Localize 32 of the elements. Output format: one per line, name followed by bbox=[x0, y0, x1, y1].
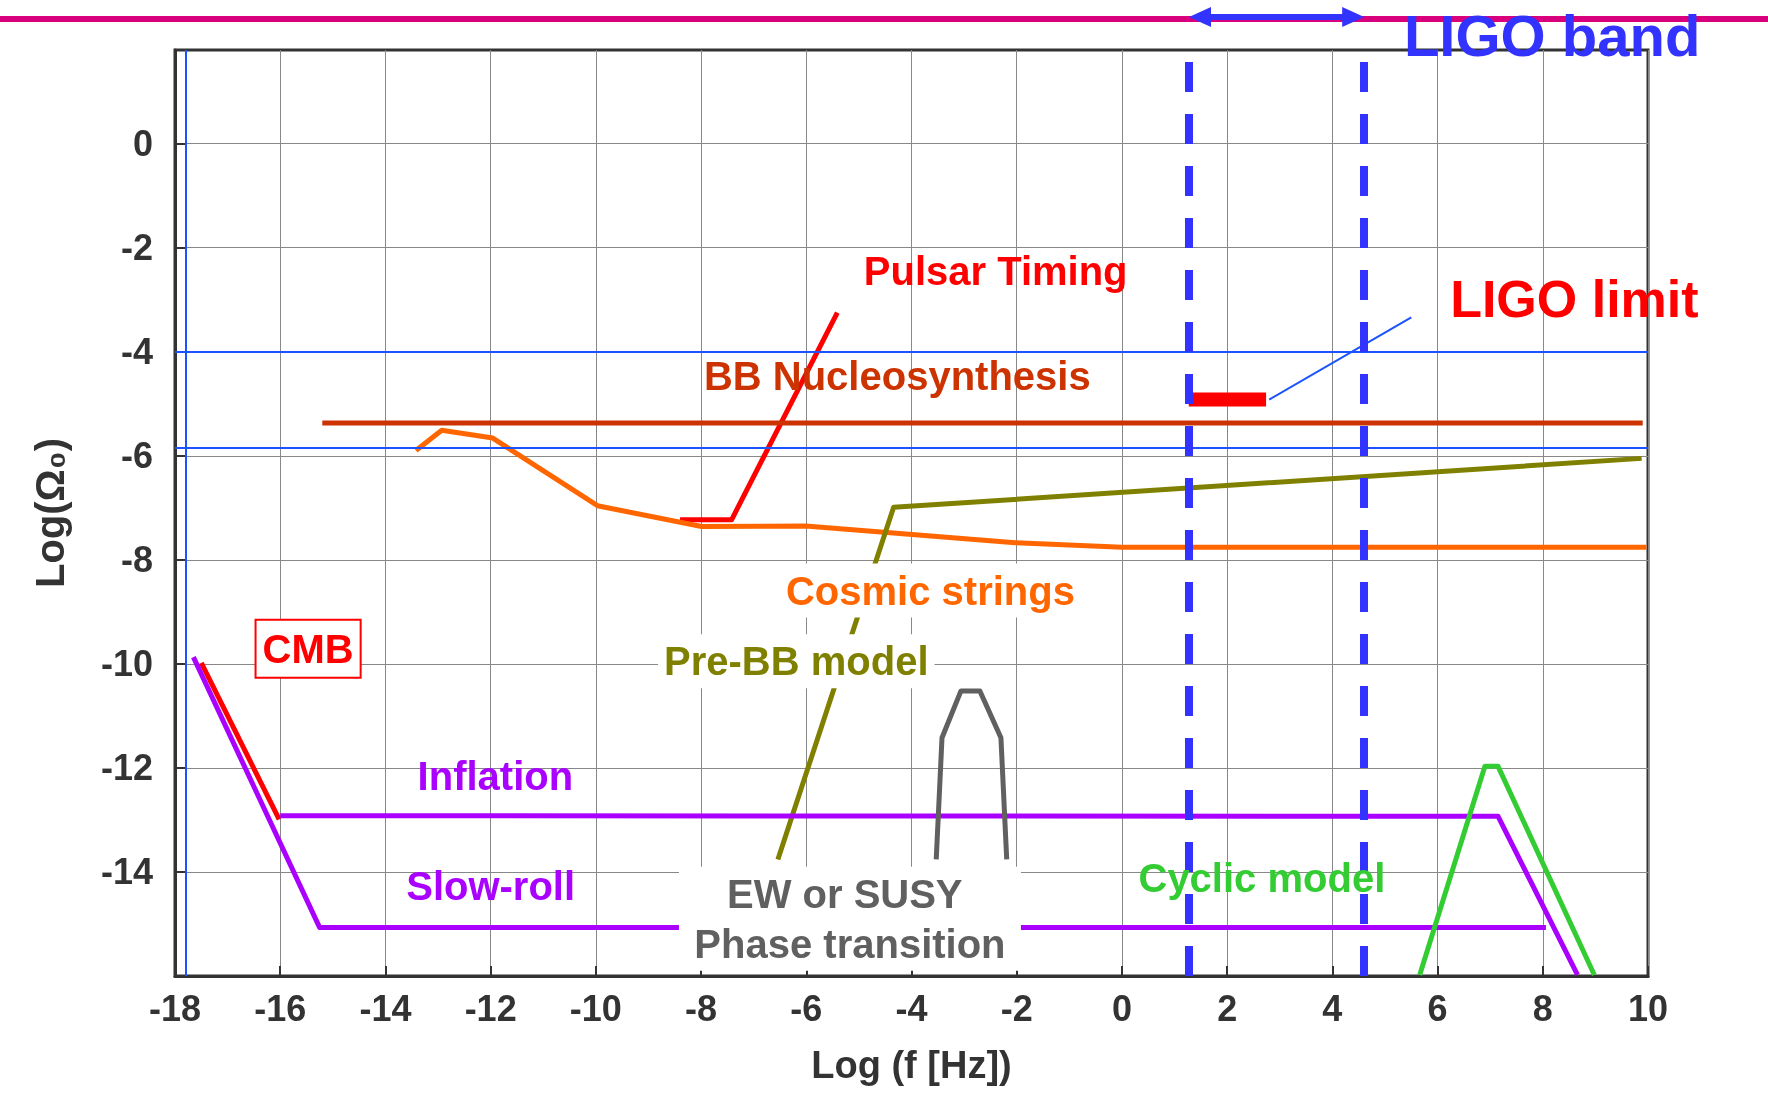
x-tick-label: -10 bbox=[569, 987, 622, 1029]
y-tick-label: -4 bbox=[120, 331, 153, 373]
y-tick-label: -10 bbox=[100, 643, 153, 685]
x-tick-label: -18 bbox=[148, 987, 202, 1029]
series-label: Inflation bbox=[417, 754, 574, 799]
series-label: EW or SUSY Phase transition bbox=[694, 871, 1006, 966]
x-tick-label: 0 bbox=[1111, 987, 1132, 1029]
x-tick-label: 10 bbox=[1627, 987, 1669, 1029]
series-label: Cosmic strings bbox=[785, 568, 1075, 613]
series-label: Slow-roll bbox=[406, 864, 576, 908]
x-tick-label: -8 bbox=[685, 987, 718, 1029]
y-tick-label: -8 bbox=[120, 539, 153, 581]
x-tick-label: -6 bbox=[790, 987, 823, 1029]
x-tick-label: -14 bbox=[359, 987, 412, 1029]
y-tick-label: 0 bbox=[132, 123, 153, 165]
x-tick-label: 6 bbox=[1427, 987, 1448, 1029]
series-label: Pre-BB model bbox=[664, 639, 929, 684]
x-tick-label: 8 bbox=[1532, 987, 1553, 1029]
x-tick-label: -2 bbox=[1000, 987, 1033, 1029]
x-tick-label: -16 bbox=[254, 987, 307, 1029]
y-axis-title: Log(Ω₀) bbox=[28, 437, 72, 589]
x-tick-label: -12 bbox=[464, 987, 517, 1029]
y-tick-label: -14 bbox=[100, 851, 153, 893]
x-axis-title: Log (f [Hz]) bbox=[811, 1044, 1012, 1086]
y-tick-label: -2 bbox=[120, 227, 153, 269]
x-tick-label: 2 bbox=[1217, 987, 1238, 1029]
series-label: Pulsar Timing bbox=[863, 249, 1128, 294]
y-tick-label: -12 bbox=[100, 747, 153, 789]
series-label: CMB bbox=[262, 626, 354, 671]
x-tick-label: 4 bbox=[1322, 987, 1343, 1029]
x-tick-label: -4 bbox=[895, 987, 928, 1029]
y-tick-label: -6 bbox=[120, 435, 153, 477]
